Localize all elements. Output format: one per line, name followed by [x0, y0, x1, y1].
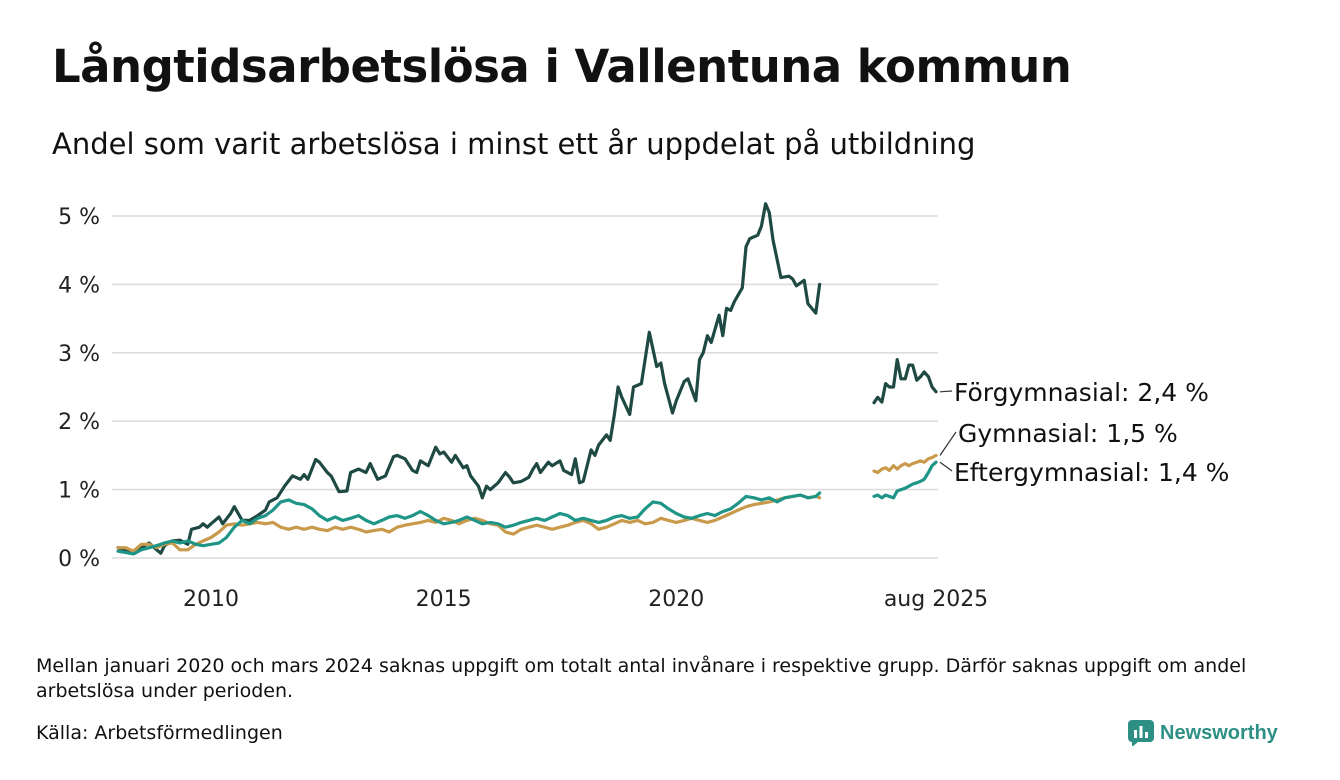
end-label-leader: [939, 390, 953, 393]
series-line-eftergymnasial: [872, 460, 938, 500]
footnote: Mellan januari 2020 och mars 2024 saknas…: [36, 655, 1247, 702]
x-tick-label: 2020: [648, 587, 704, 612]
series-line-förgymnasial: [872, 358, 938, 405]
end-label-förgymnasial: Förgymnasial: 2,4 %: [954, 378, 1209, 407]
newsworthy-logo-icon: [1128, 720, 1154, 746]
series-line-gymnasial: [872, 453, 938, 475]
end-label-eftergymnasial: Eftergymnasial: 1,4 %: [954, 458, 1229, 487]
end-label-leader: [939, 431, 957, 456]
y-axis-ticks: 0 % 1 % 2 % 3 % 4 % 5 %: [58, 205, 100, 572]
brand-logo[interactable]: Newsworthy: [1128, 718, 1278, 748]
chart-title: Långtidsarbetslösa i Vallentuna kommun: [52, 40, 1072, 93]
source-credit: Källa: Arbetsförmedlingen: [36, 722, 283, 744]
series-line-förgymnasial: [116, 202, 822, 555]
series-lines: [116, 202, 938, 556]
y-tick-label: 0 %: [58, 547, 100, 572]
end-labels: Förgymnasial: 2,4 % Gymnasial: 1,5 % Efter…: [939, 378, 1229, 487]
x-tick-label: 2015: [416, 587, 472, 612]
x-axis-ticks: 2010 2015 2020 aug 2025: [183, 587, 988, 612]
y-tick-label: 1 %: [58, 479, 100, 504]
y-tick-label: 4 %: [58, 273, 100, 298]
line-chart: 0 %1 %2 %3 %4 %5 % 2010 2015 2020 aug 2025 …: [58, 202, 1229, 612]
grid-lines: [112, 215, 938, 559]
y-tick-label: 3 %: [58, 342, 100, 367]
series-line-eftergymnasial: [116, 491, 822, 556]
end-label-gymnasial: Gymnasial: 1,5 %: [958, 419, 1178, 448]
y-tick-label: 5 %: [58, 205, 100, 230]
chart-subtitle: Andel som varit arbetslösa i minst ett å…: [52, 127, 976, 161]
end-label-leader: [939, 461, 953, 472]
brand-name: Newsworthy: [1160, 721, 1278, 744]
x-tick-label: aug 2025: [884, 587, 988, 612]
x-tick-label: 2010: [183, 587, 239, 612]
y-tick-label: 2 %: [58, 410, 100, 435]
